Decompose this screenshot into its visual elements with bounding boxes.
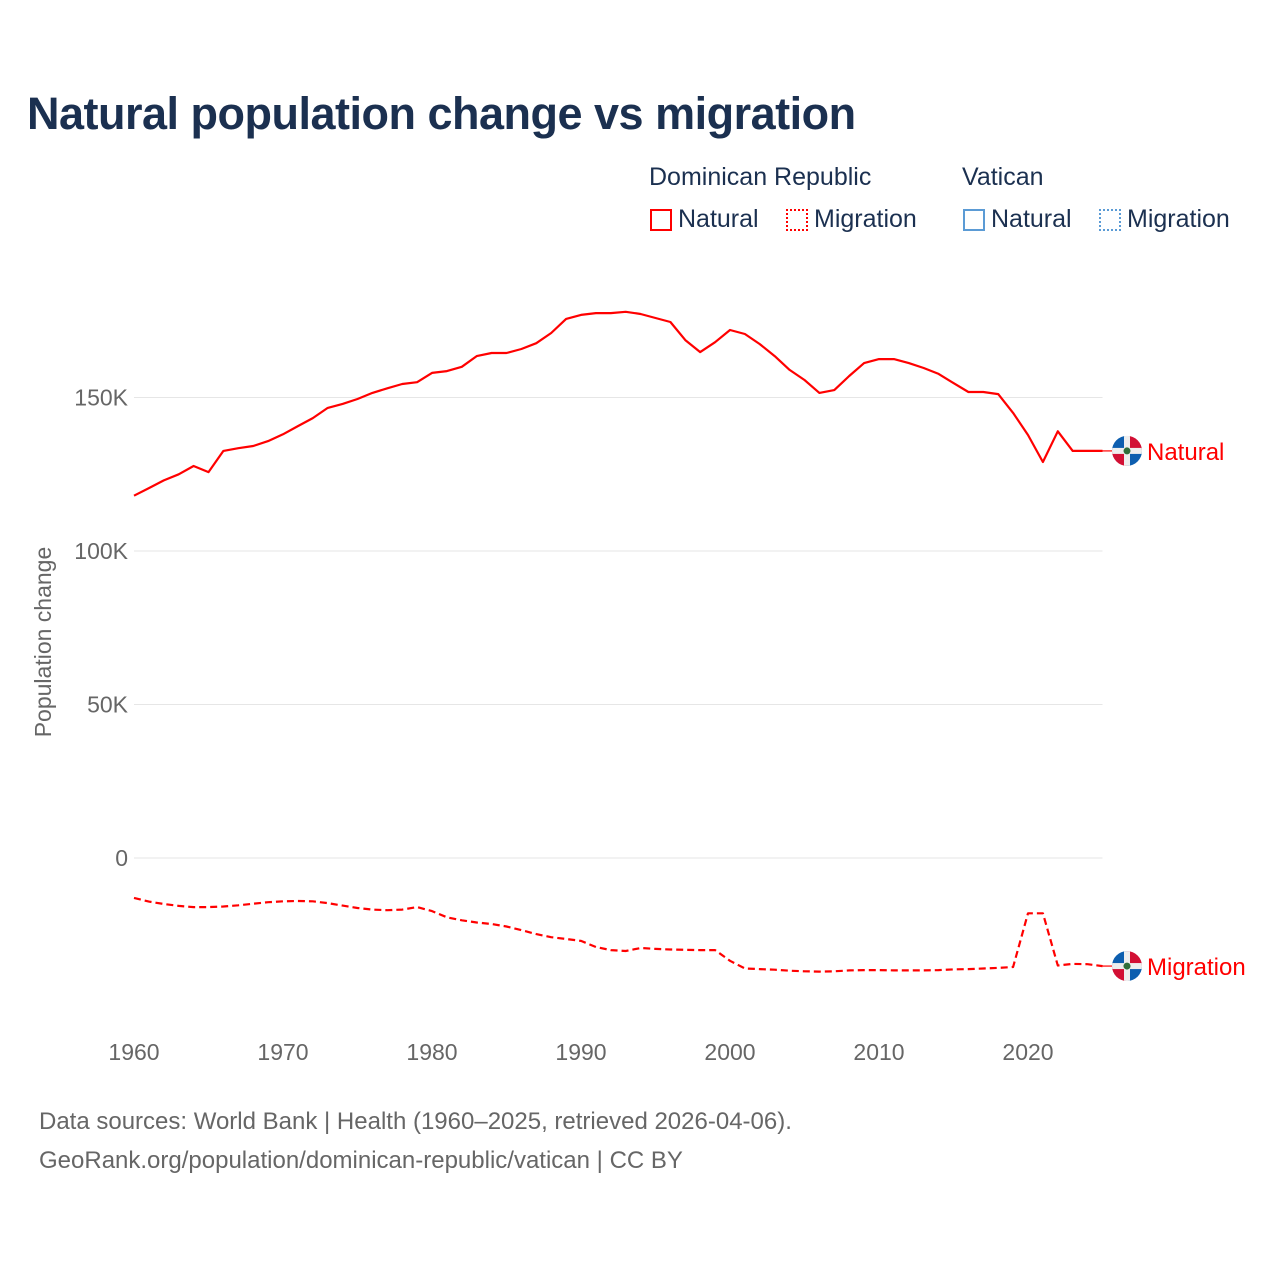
x-tick-label: 2010	[853, 1039, 904, 1065]
x-tick-label: 1980	[406, 1039, 457, 1065]
legend-group-dominican-republic: Dominican Republic	[649, 163, 872, 191]
x-tick-label: 2000	[704, 1039, 755, 1065]
legend-label: Migration	[814, 205, 917, 233]
series-line-migration	[133, 896, 1103, 973]
x-tick-label: 1970	[257, 1039, 308, 1065]
y-tick-label: 150K	[74, 385, 128, 411]
y-tick-label: 0	[115, 845, 128, 871]
flag-quadrant	[1127, 966, 1142, 982]
footer-link[interactable]: GeoRank.org/population/dominican-republi…	[39, 1147, 683, 1174]
flag-quadrant	[1127, 435, 1142, 451]
flag-cross	[1112, 963, 1142, 970]
dotted-swatch-icon	[1099, 208, 1121, 231]
flag-quadrant	[1112, 450, 1127, 466]
y-tick-label: 100K	[74, 538, 128, 564]
legend-item-dr-natural[interactable]: Natural	[650, 205, 759, 234]
y-axis-label: Population change	[30, 547, 56, 738]
legend-item-vatican-natural[interactable]: Natural	[963, 205, 1072, 234]
flag-emblem	[1123, 447, 1131, 455]
solid-swatch-icon	[963, 208, 985, 231]
flag-quadrant	[1127, 450, 1142, 466]
flag-cross	[1124, 951, 1130, 982]
solid-swatch-icon	[650, 208, 672, 231]
legend-label: Natural	[678, 205, 759, 233]
legend-item-dr-migration[interactable]: Migration	[786, 205, 917, 234]
x-tick-label: 2020	[1002, 1039, 1053, 1065]
flag-quadrant	[1112, 966, 1127, 982]
legend-label: Natural	[991, 205, 1072, 233]
footer-sources: Data sources: World Bank | Health (1960–…	[39, 1108, 792, 1135]
y-tick-label: 50K	[87, 692, 129, 718]
series-line-natural	[133, 310, 1103, 497]
flag-cross	[1124, 435, 1130, 466]
dotted-swatch-icon	[786, 208, 808, 231]
chart-title: Natural population change vs migration	[27, 88, 856, 139]
flag-body	[1112, 951, 1142, 982]
legend-item-vatican-migration[interactable]: Migration	[1099, 205, 1230, 234]
flag-quadrant	[1112, 435, 1127, 451]
flag-quadrant	[1112, 951, 1127, 967]
dominican-republic-flag-icon	[1112, 435, 1142, 466]
legend-group-vatican: Vatican	[962, 163, 1044, 191]
flag-quadrant	[1127, 951, 1142, 967]
flag-emblem	[1123, 962, 1131, 970]
dominican-republic-flag-icon	[1112, 951, 1142, 982]
series-end-label: Migration	[1147, 954, 1246, 981]
flag-cross	[1112, 447, 1142, 454]
flag-body	[1112, 435, 1142, 466]
series-end-label: Natural	[1147, 439, 1224, 466]
x-tick-label: 1960	[108, 1039, 159, 1065]
x-tick-label: 1990	[555, 1039, 606, 1065]
legend-label: Migration	[1127, 205, 1230, 233]
